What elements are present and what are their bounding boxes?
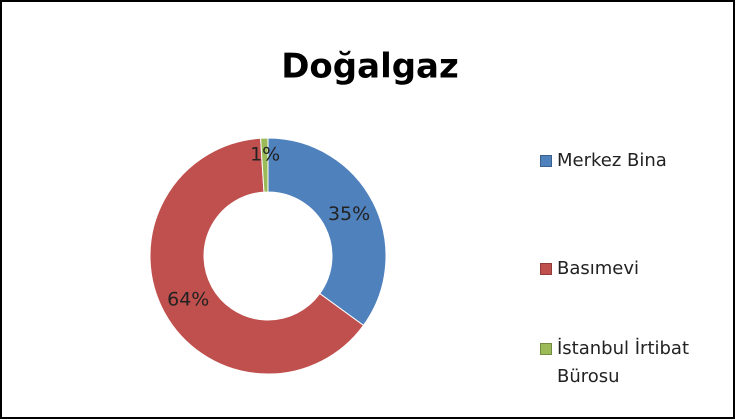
- legend-item: Basımevi: [540, 255, 697, 283]
- legend-swatch: [540, 263, 552, 275]
- donut-segment: [149, 137, 365, 375]
- legend-label: Basımevi: [557, 258, 640, 279]
- data-label: 1%: [250, 144, 280, 166]
- legend-item: İstanbul İrtibat Bürosu: [540, 335, 697, 391]
- legend-swatch: [540, 155, 552, 167]
- legend-label: İstanbul İrtibat Bürosu: [557, 338, 690, 387]
- donut-segment: [260, 137, 269, 193]
- legend-swatch: [540, 343, 552, 355]
- chart-title: Doğalgaz: [281, 47, 459, 87]
- data-label: 64%: [167, 288, 209, 310]
- legend-label: Merkez Bina: [557, 150, 667, 171]
- donut-segment: [267, 137, 387, 327]
- legend-item: Merkez Bina: [540, 147, 697, 175]
- data-label: 35%: [328, 203, 370, 225]
